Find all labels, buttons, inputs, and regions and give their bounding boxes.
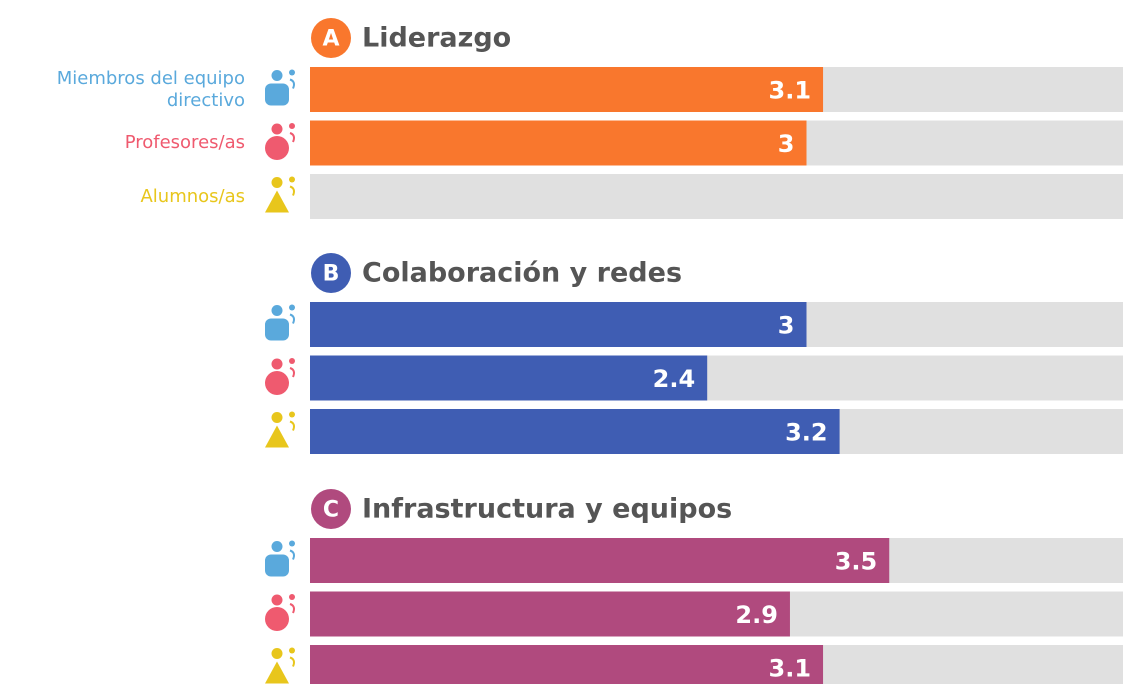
bar-track <box>310 174 1123 219</box>
icon-arc <box>289 549 295 560</box>
icon-head <box>271 358 283 370</box>
badge-letter: B <box>323 262 340 287</box>
bar <box>310 302 807 347</box>
icon-arc <box>289 313 295 324</box>
icon-body <box>265 371 289 395</box>
icon-head <box>271 70 283 81</box>
icon-head <box>271 648 283 659</box>
icon-arc <box>289 78 295 89</box>
icon-head <box>271 305 283 316</box>
section-title: Infrastructura y equipos <box>362 494 732 525</box>
icon-head <box>271 412 283 423</box>
category-label: Alumnos/as <box>140 185 245 207</box>
bar <box>310 67 824 112</box>
icon-head-small <box>289 69 295 76</box>
icon-head-small <box>289 540 295 547</box>
icon-head-small <box>289 176 295 183</box>
value-label: 3.2 <box>785 419 828 447</box>
icon-head-small <box>289 411 295 418</box>
icon-body <box>265 554 289 577</box>
icon-head-small <box>289 304 295 311</box>
value-label: 3 <box>778 312 795 340</box>
icon-body <box>265 318 289 341</box>
badge-letter: C <box>323 498 339 523</box>
icon-arc <box>289 132 295 143</box>
icon-body <box>265 607 289 631</box>
bar <box>310 591 790 637</box>
bar <box>310 645 824 684</box>
icon-head <box>271 541 283 552</box>
icon-arc <box>289 656 295 667</box>
icon-body <box>265 661 289 684</box>
value-label: 2.4 <box>653 365 696 393</box>
badge-letter: A <box>322 27 339 52</box>
icon-body <box>265 190 289 213</box>
icon-body <box>265 425 289 448</box>
icon-head-small <box>289 123 295 129</box>
icon-body <box>265 136 289 160</box>
category-label: Miembros del equipo directivo <box>56 67 245 111</box>
value-label: 3 <box>778 130 795 158</box>
icon-arc <box>289 420 295 431</box>
section-title: Liderazgo <box>362 23 511 54</box>
icon-arc <box>289 603 295 614</box>
section-title: Colaboración y redes <box>362 258 682 289</box>
icon-body <box>265 83 289 106</box>
icon-head <box>271 123 283 135</box>
value-label: 3.1 <box>769 655 812 683</box>
category-label: Profesores/as <box>124 132 245 153</box>
badge <box>311 18 351 58</box>
bar <box>310 409 840 454</box>
value-label: 3.5 <box>835 548 878 576</box>
icon-head <box>271 177 283 188</box>
icon-arc <box>289 185 295 196</box>
bar <box>310 355 708 401</box>
icon-head <box>271 594 283 606</box>
value-label: 3.1 <box>769 77 812 105</box>
badge <box>311 489 351 529</box>
icon-head-small <box>289 594 295 600</box>
icon-head-small <box>289 647 295 654</box>
bar <box>310 538 890 583</box>
badge <box>311 253 351 293</box>
bar <box>310 120 807 166</box>
value-label: 2.9 <box>735 601 778 629</box>
icon-arc <box>289 367 295 378</box>
icon-head-small <box>289 358 295 364</box>
